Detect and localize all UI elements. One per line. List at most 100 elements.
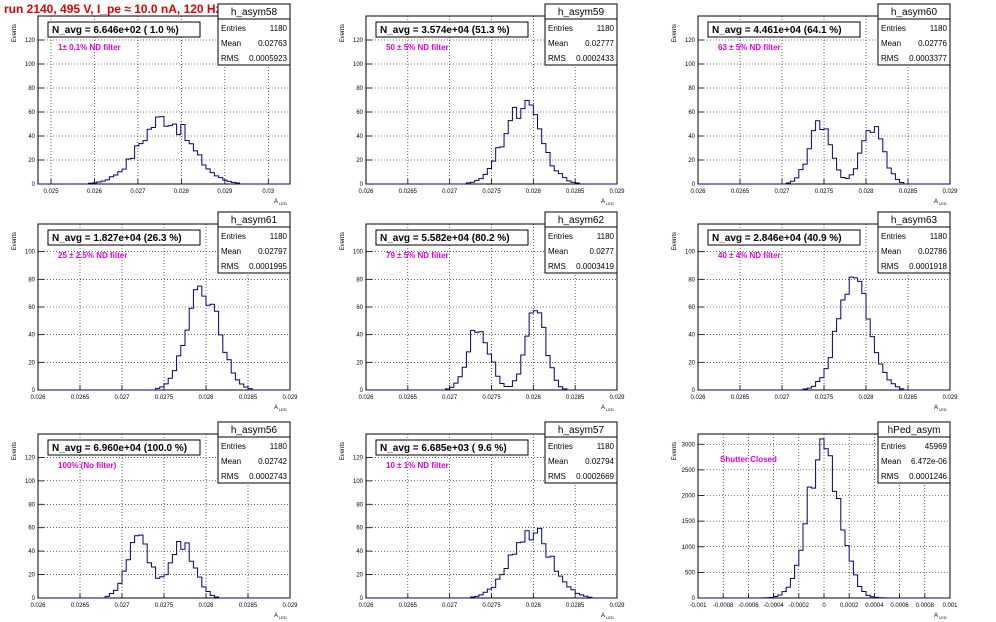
- x-axis-title-subscript: LED: [606, 407, 614, 412]
- stats-value-entries: 1180: [270, 232, 288, 241]
- stats-value-mean: 0.02742: [258, 457, 287, 466]
- y-tick-label: 40: [28, 333, 35, 339]
- navg-label: N_avg = 3.574e+04 (51.3 %): [380, 25, 510, 36]
- x-tick-label: 0.027: [442, 189, 458, 195]
- histogram-line: [38, 534, 290, 599]
- x-tick-label: 0.029: [609, 395, 625, 401]
- histogram-name: h_asym58: [231, 7, 278, 18]
- x-tick-label: 0.029: [942, 189, 958, 195]
- stats-label-rms: RMS: [881, 472, 899, 481]
- x-axis-title: A: [601, 405, 605, 411]
- stats-label-mean: Mean: [221, 39, 241, 48]
- y-tick-label: 60: [688, 110, 695, 116]
- x-tick-label: 0.0265: [399, 395, 418, 401]
- y-tick-label: 500: [685, 570, 696, 576]
- stats-label-rms: RMS: [221, 54, 239, 63]
- x-tick-label: 0.027: [774, 189, 790, 195]
- stats-value-entries: 1180: [597, 24, 615, 33]
- x-tick-label: 0.0265: [399, 189, 418, 195]
- x-axis-title-subscript: LED: [606, 201, 614, 206]
- histogram-name: h_asym57: [558, 425, 605, 436]
- x-tick-label: 0.0275: [155, 603, 174, 609]
- y-tick-label: 100: [353, 62, 364, 68]
- x-tick-label: 0.029: [609, 603, 625, 609]
- y-tick-label: 80: [356, 86, 363, 92]
- y-tick-label: 1500: [682, 519, 696, 525]
- y-tick-label: 120: [25, 38, 36, 44]
- y-tick-label: 20: [356, 158, 363, 164]
- y-tick-label: 40: [688, 333, 695, 339]
- navg-box: [47, 21, 201, 38]
- y-tick-label: 40: [28, 549, 35, 555]
- stats-value-rms: 0.0003419: [576, 262, 614, 271]
- stats-label-entries: Entries: [881, 442, 906, 451]
- y-tick-label: 60: [688, 305, 695, 311]
- histogram-panel-h_asym56: 0.026 0.0265 0.027 0.0275 0.028 0.0285 0.029 0 2…: [12, 421, 298, 620]
- x-tick-label: 0.029: [942, 395, 958, 401]
- x-axis-title-subscript: LED: [279, 615, 287, 620]
- y-tick-label: 0: [32, 388, 36, 394]
- y-tick-label: 2000: [682, 494, 696, 500]
- navg-label: N_avg = 5.582e+04 (80.2 %): [380, 233, 510, 244]
- y-tick-label: 40: [688, 134, 695, 140]
- y-tick-label: 120: [353, 38, 364, 44]
- navg-label: N_avg = 4.461e+04 (64.1 %): [712, 25, 842, 36]
- x-tick-label: 0.03: [262, 189, 274, 195]
- x-tick-label: 0.0265: [71, 395, 90, 401]
- y-tick-label: 100: [25, 250, 36, 256]
- x-tick-label: 0.028: [526, 603, 542, 609]
- y-axis-title: Events: [12, 232, 18, 250]
- x-tick-label: 0.0285: [566, 395, 585, 401]
- histogram-name: hPed_asym: [888, 425, 941, 436]
- x-tick-label: 0: [822, 603, 826, 609]
- navg-box: [707, 229, 861, 246]
- x-axis-title-subscript: LED: [939, 407, 947, 412]
- x-tick-label: 0.025: [44, 189, 60, 195]
- y-tick-label: 80: [28, 502, 35, 508]
- x-tick-label: 0.028: [526, 395, 542, 401]
- y-tick-label: 120: [353, 455, 364, 461]
- stats-label-rms: RMS: [548, 262, 566, 271]
- y-tick-label: 0: [692, 182, 696, 188]
- y-axis-title: Events: [12, 24, 18, 42]
- y-tick-label: 40: [356, 134, 363, 140]
- stats-value-rms: 0.0001918: [909, 262, 947, 271]
- navg-box: [47, 439, 201, 456]
- x-tick-label: 0.028: [858, 395, 874, 401]
- x-tick-label: -0.001: [689, 603, 707, 609]
- x-tick-label: 0.0275: [482, 603, 501, 609]
- x-tick-label: 0.0265: [731, 189, 750, 195]
- x-tick-label: 0.0008: [916, 603, 935, 609]
- stats-box: [217, 436, 291, 484]
- stats-box: [544, 18, 618, 66]
- x-tick-label: 0.0006: [890, 603, 909, 609]
- navg-box: [375, 439, 529, 456]
- filter-annotation: 63 ± 5% ND filter: [718, 43, 781, 52]
- x-tick-label: 0.0285: [899, 189, 918, 195]
- y-axis-title: Events: [672, 442, 678, 460]
- x-tick-label: -0.0004: [763, 603, 784, 609]
- stats-label-rms: RMS: [548, 54, 566, 63]
- stats-box: [217, 226, 291, 274]
- stats-box: [877, 226, 951, 274]
- y-tick-label: 80: [356, 502, 363, 508]
- x-tick-label: 0.028: [198, 603, 214, 609]
- y-tick-label: 0: [360, 388, 364, 394]
- y-axis-title: Events: [12, 442, 18, 460]
- filter-annotation: 79 ± 5% ND filter: [386, 251, 449, 260]
- stats-value-mean: 0.02797: [258, 247, 287, 256]
- x-tick-label: 0.029: [282, 603, 298, 609]
- x-axis-title: A: [274, 405, 278, 411]
- x-axis-title-subscript: LED: [279, 201, 287, 206]
- x-tick-label: 0.0275: [482, 189, 501, 195]
- y-tick-label: 0: [360, 182, 364, 188]
- navg-box: [375, 229, 529, 246]
- y-tick-label: 40: [356, 333, 363, 339]
- histogram-panel-hPed_asym: -0.001 -0.0008 -0.0006 -0.0004 -0.0002 0 0.000…: [672, 421, 958, 620]
- stats-label-rms: RMS: [881, 262, 899, 271]
- y-tick-label: 0: [32, 182, 36, 188]
- stats-value-entries: 1180: [930, 232, 948, 241]
- filter-annotation: 25 ± 2.5% ND filter: [58, 251, 127, 260]
- x-axis-title: A: [934, 613, 938, 619]
- y-tick-label: 60: [356, 305, 363, 311]
